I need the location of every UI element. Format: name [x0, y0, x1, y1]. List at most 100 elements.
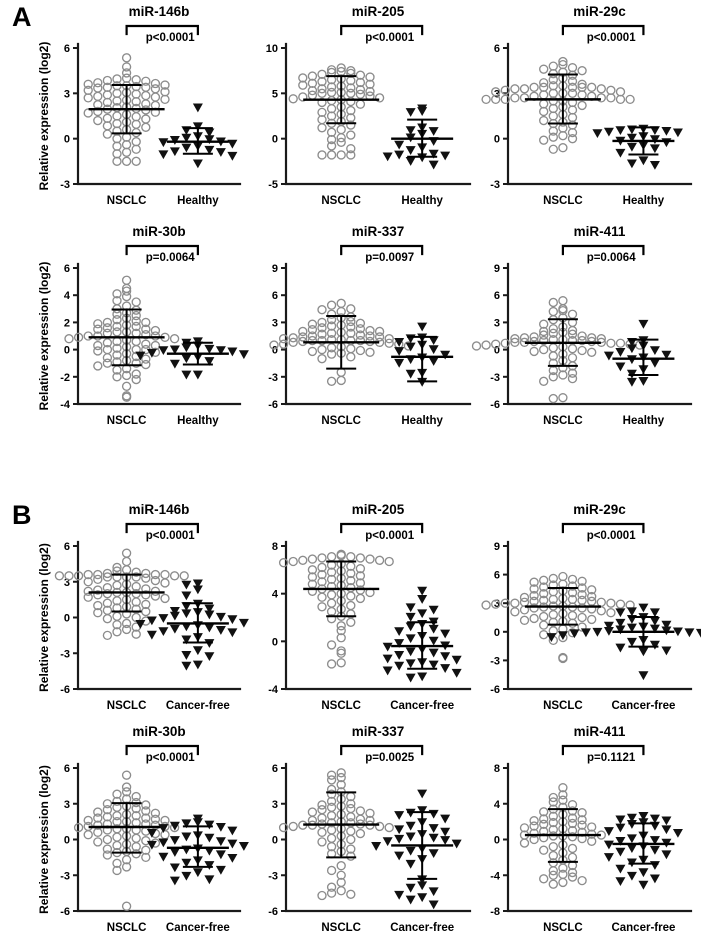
data-point-circle [548, 358, 558, 368]
chart-a-mir-29c: miR-29c p<0.0001 -3 0 3 6 NSCLC Healthy [470, 2, 701, 220]
data-point-circle [519, 605, 530, 615]
data-point-triangle [181, 635, 192, 645]
data-point-triangle [204, 135, 215, 145]
data-point-circle [112, 796, 122, 807]
data-point-circle [346, 552, 356, 562]
data-point-circle [64, 334, 74, 344]
data-point-circle [131, 144, 141, 154]
data-point-circle [326, 598, 337, 608]
data-point-circle [577, 79, 587, 89]
data-point-triangle [661, 350, 672, 360]
data-point-circle [539, 376, 549, 387]
data-point-circle [539, 335, 549, 346]
data-point-circle [346, 304, 356, 314]
data-point-circle [355, 571, 366, 581]
data-point-circle [567, 867, 578, 878]
y-tick-label: 3 [494, 88, 500, 100]
data-point-circle [548, 609, 558, 620]
x-group-label: NSCLC [543, 195, 583, 207]
data-point-circle [548, 126, 558, 136]
data-point-circle [131, 316, 141, 326]
y-tick-label: 4 [272, 589, 279, 601]
data-point-circle [346, 352, 356, 362]
series-nsclc [278, 549, 394, 669]
data-point-circle [269, 340, 279, 350]
y-tick-label: -3 [490, 372, 500, 384]
data-point-triangle [169, 611, 180, 621]
data-point-circle [317, 890, 327, 901]
data-point-circle [548, 61, 558, 71]
data-point-triangle [238, 618, 249, 628]
y-tick-label: 6 [64, 263, 70, 275]
data-point-triangle [626, 623, 637, 633]
data-point-triangle [135, 620, 146, 629]
data-point-triangle [405, 846, 416, 856]
data-point-circle [131, 336, 141, 347]
data-point-circle [102, 358, 113, 368]
data-point-circle [141, 76, 151, 86]
data-point-circle [510, 607, 520, 617]
data-point-circle [326, 321, 337, 331]
data-point-circle [558, 370, 568, 380]
data-point-circle [298, 326, 308, 337]
data-point-circle [567, 852, 578, 863]
data-point-circle [326, 841, 337, 852]
data-point-triangle [626, 834, 637, 844]
y-tick-label: 0 [272, 636, 278, 648]
chart-title: miR-337 [352, 724, 405, 739]
data-point-circle [529, 590, 539, 601]
significance-bracket [561, 522, 645, 534]
data-point-circle [112, 865, 122, 876]
data-point-triangle [615, 847, 626, 857]
data-point-triangle [615, 148, 626, 158]
data-point-triangle [428, 160, 439, 170]
data-point-circle [102, 630, 113, 641]
data-point-circle [326, 552, 337, 562]
data-point-circle [596, 93, 606, 103]
data-point-circle [587, 836, 597, 846]
chart-title: miR-205 [352, 502, 405, 517]
data-point-circle [326, 150, 337, 160]
data-point-circle [346, 803, 356, 814]
data-point-circle [374, 93, 385, 103]
data-point-triangle [638, 319, 649, 329]
data-point-triangle [192, 660, 203, 670]
data-point-circle [355, 578, 366, 588]
data-point-circle [307, 85, 318, 96]
data-point-triangle [440, 151, 451, 161]
data-point-circle [567, 832, 578, 842]
data-point-triangle [428, 849, 439, 859]
data-point-circle [317, 323, 327, 333]
data-point-circle [121, 73, 132, 83]
data-point-circle [83, 85, 93, 95]
data-point-triangle [649, 160, 660, 170]
significance-bracket [561, 24, 645, 36]
data-point-circle [346, 617, 356, 627]
data-point-circle [112, 343, 122, 353]
data-point-circle [317, 335, 327, 346]
chart-a-mir-337: miR-337 p=0.0097 -6 -3 0 3 6 9 NSCLC Healthy [248, 222, 480, 440]
data-point-circle [548, 132, 558, 142]
data-point-circle [112, 327, 122, 337]
data-point-circle [326, 888, 337, 898]
data-point-triangle [649, 346, 660, 355]
data-point-triangle [405, 603, 416, 613]
data-point-circle [539, 344, 549, 355]
data-point-circle [298, 80, 308, 90]
data-point-triangle [428, 636, 439, 646]
data-point-circle [83, 331, 93, 341]
y-tick-label: 0 [64, 345, 70, 357]
series-nsclc [481, 571, 635, 664]
data-point-triangle [394, 358, 405, 368]
data-point-triangle [204, 128, 215, 138]
data-point-circle [577, 576, 587, 586]
y-tick-label: 0 [494, 134, 500, 146]
data-point-circle [317, 553, 327, 563]
data-point-circle [539, 582, 549, 592]
data-point-triangle [649, 608, 660, 618]
data-point-triangle [615, 625, 626, 635]
data-point-triangle [417, 595, 428, 604]
data-point-circle [336, 150, 346, 160]
data-point-circle [307, 78, 318, 89]
data-point-circle [548, 824, 558, 835]
